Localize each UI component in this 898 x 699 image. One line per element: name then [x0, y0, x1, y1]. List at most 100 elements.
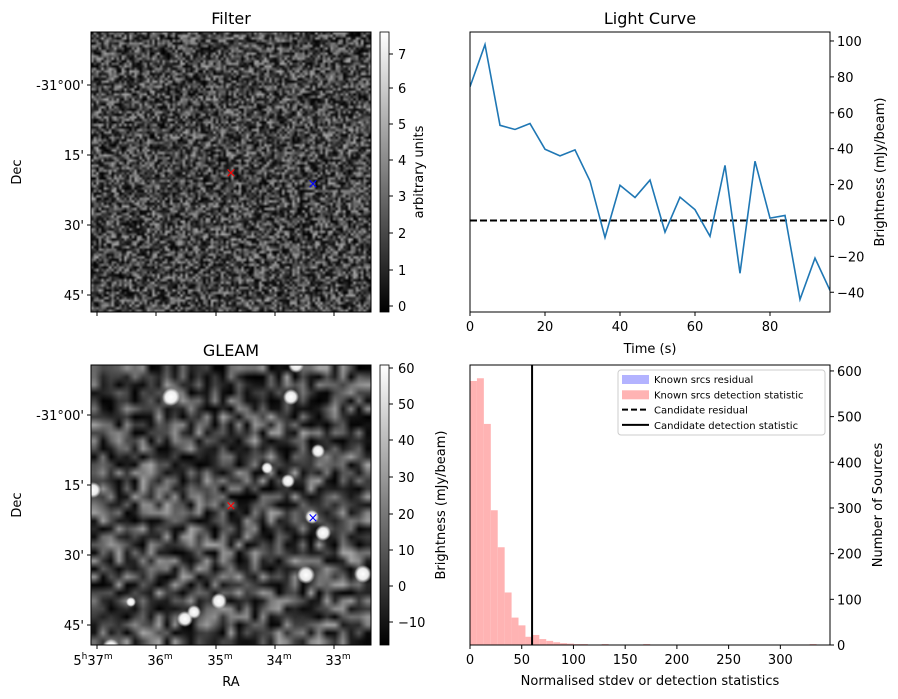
legend-label: Known srcs residual	[654, 375, 753, 386]
dec-tick-label: 30'	[64, 549, 84, 564]
y-tick-label: 200	[837, 548, 862, 563]
histogram-bar	[567, 643, 574, 645]
dec-tick-label: 45'	[64, 289, 84, 304]
x-tick-label: 60	[687, 320, 704, 335]
histogram-bar	[490, 510, 498, 645]
ra-tick-label: 33m	[325, 652, 350, 669]
y-tick-label: 20	[837, 179, 854, 194]
histogram-bar	[546, 640, 554, 645]
y-tick-label: 0	[837, 214, 845, 229]
filter-colorbar-ticks: 0 1 2 3 4 5 6 7	[389, 48, 406, 315]
x-tick-label: 250	[716, 653, 741, 668]
histogram-bar	[532, 634, 540, 645]
colorbar-tick-label: 10	[398, 544, 415, 559]
histogram-ylabel-right: Number of Sources	[871, 443, 886, 568]
gleam-xlabel: RA	[222, 675, 240, 690]
colorbar-tick-label: −10	[398, 616, 425, 631]
histogram-bar	[511, 617, 519, 645]
y-tick-label: 300	[837, 502, 862, 517]
filter-image	[91, 32, 371, 312]
histogram-ylabel-left: Brightness (mJy/beam)	[434, 431, 449, 580]
filter-colorbar-label: arbitrary units	[412, 125, 427, 218]
histogram-bar	[560, 643, 568, 645]
colorbar-tick-label: 3	[398, 190, 406, 205]
y-tick-label: 100	[837, 35, 862, 50]
gleam-ra-ticks: 5h37m 36m 35m 34m 33m	[73, 645, 351, 669]
filter-dec-ticks: -31°00' 15' 30' 45'	[36, 79, 335, 316]
gleam-title: GLEAM	[203, 341, 259, 360]
histogram-xlabel: Normalised stdev or detection statistics	[521, 674, 780, 689]
x-tick-label: 200	[664, 653, 689, 668]
lightcurve-plot: 0 20 40 60 80 100 80 60 40 20 0 −20 −40	[466, 31, 864, 335]
dec-tick-label: 45'	[64, 619, 84, 634]
y-tick-label: 60	[837, 107, 854, 122]
colorbar-tick-label: 0	[398, 300, 406, 315]
histogram-axes	[469, 364, 831, 646]
histogram-bar	[497, 547, 505, 645]
dec-tick-label: 30'	[64, 219, 84, 234]
gleam-ylabel: Dec	[10, 492, 25, 517]
filter-candidate-marker: ×	[226, 166, 237, 181]
colorbar-tick-label: 0	[398, 580, 406, 595]
filter-ylabel: Dec	[10, 159, 25, 184]
x-tick-label: 40	[612, 320, 629, 335]
colorbar-tick-label: 2	[398, 227, 406, 242]
x-tick-label: 150	[613, 653, 638, 668]
histogram-bar	[504, 592, 512, 645]
gleam-comparison-marker: ×	[308, 511, 319, 526]
histogram-bar	[483, 423, 491, 645]
y-tick-label: 40	[837, 143, 854, 158]
gleam-image	[91, 365, 371, 645]
histogram-plot: 0 50 100 150 200 250 300 0 100 200 300 400 500 600	[466, 364, 862, 668]
filter-axes	[90, 31, 372, 313]
legend-label: Candidate detection statistic	[654, 421, 798, 432]
x-tick-label: 20	[537, 320, 554, 335]
colorbar-tick-label: 30	[398, 471, 415, 486]
gleam-colorbar	[379, 364, 390, 646]
lightcurve-series	[470, 41, 830, 303]
y-tick-label: 80	[837, 71, 854, 86]
legend-swatch	[622, 375, 649, 384]
legend-swatch	[622, 390, 649, 400]
dec-tick-label: 15'	[64, 149, 84, 164]
y-tick-label: 500	[837, 411, 862, 426]
filter-comparison-marker: ×	[308, 177, 319, 192]
lightcurve-title: Light Curve	[604, 9, 696, 28]
dec-tick-label: -31°00'	[36, 79, 84, 94]
x-tick-label: 300	[768, 653, 793, 668]
colorbar-tick-label: 60	[398, 362, 415, 377]
histogram-bar	[476, 378, 484, 645]
colorbar-tick-label: 4	[398, 154, 406, 169]
y-tick-label: 100	[837, 593, 862, 608]
y-tick-label: −20	[837, 250, 864, 265]
x-tick-label: 0	[466, 320, 474, 335]
colorbar-tick-label: 7	[398, 48, 406, 63]
histogram-legend: Known srcs residual Known srcs detection …	[617, 369, 826, 436]
colorbar-tick-label: 5	[398, 118, 406, 133]
colorbar-tick-label: 20	[398, 508, 415, 523]
colorbar-tick-label: 1	[398, 264, 406, 279]
lightcurve-axes	[469, 31, 831, 313]
colorbar-tick-label: 50	[398, 398, 415, 413]
ra-tick-label: 36m	[147, 652, 172, 669]
legend-box	[617, 369, 826, 436]
x-tick-label: 100	[561, 653, 586, 668]
histogram-bar	[539, 639, 547, 645]
histogram-bar	[518, 625, 526, 645]
gleam-dec-ticks: -31°00' 15' 30' 45'	[36, 409, 91, 634]
ra-tick-label: 5h37m	[73, 652, 112, 669]
legend-label: Candidate residual	[654, 406, 748, 417]
y-tick-label: −40	[837, 286, 864, 301]
ra-tick-label: 34m	[266, 652, 291, 669]
lightcurve-xlabel: Time (s)	[623, 342, 677, 357]
lightcurve-ylabel: Brightness (mJy/beam)	[873, 98, 888, 247]
histogram-bar	[470, 380, 477, 645]
dec-tick-label: -31°00'	[36, 409, 84, 424]
legend-label: Known srcs detection statistic	[654, 390, 803, 401]
y-tick-label: 600	[837, 365, 862, 380]
gleam-candidate-marker: ×	[226, 499, 237, 514]
x-tick-label: 50	[513, 653, 530, 668]
y-tick-label: 400	[837, 456, 862, 471]
filter-title: Filter	[211, 9, 251, 28]
